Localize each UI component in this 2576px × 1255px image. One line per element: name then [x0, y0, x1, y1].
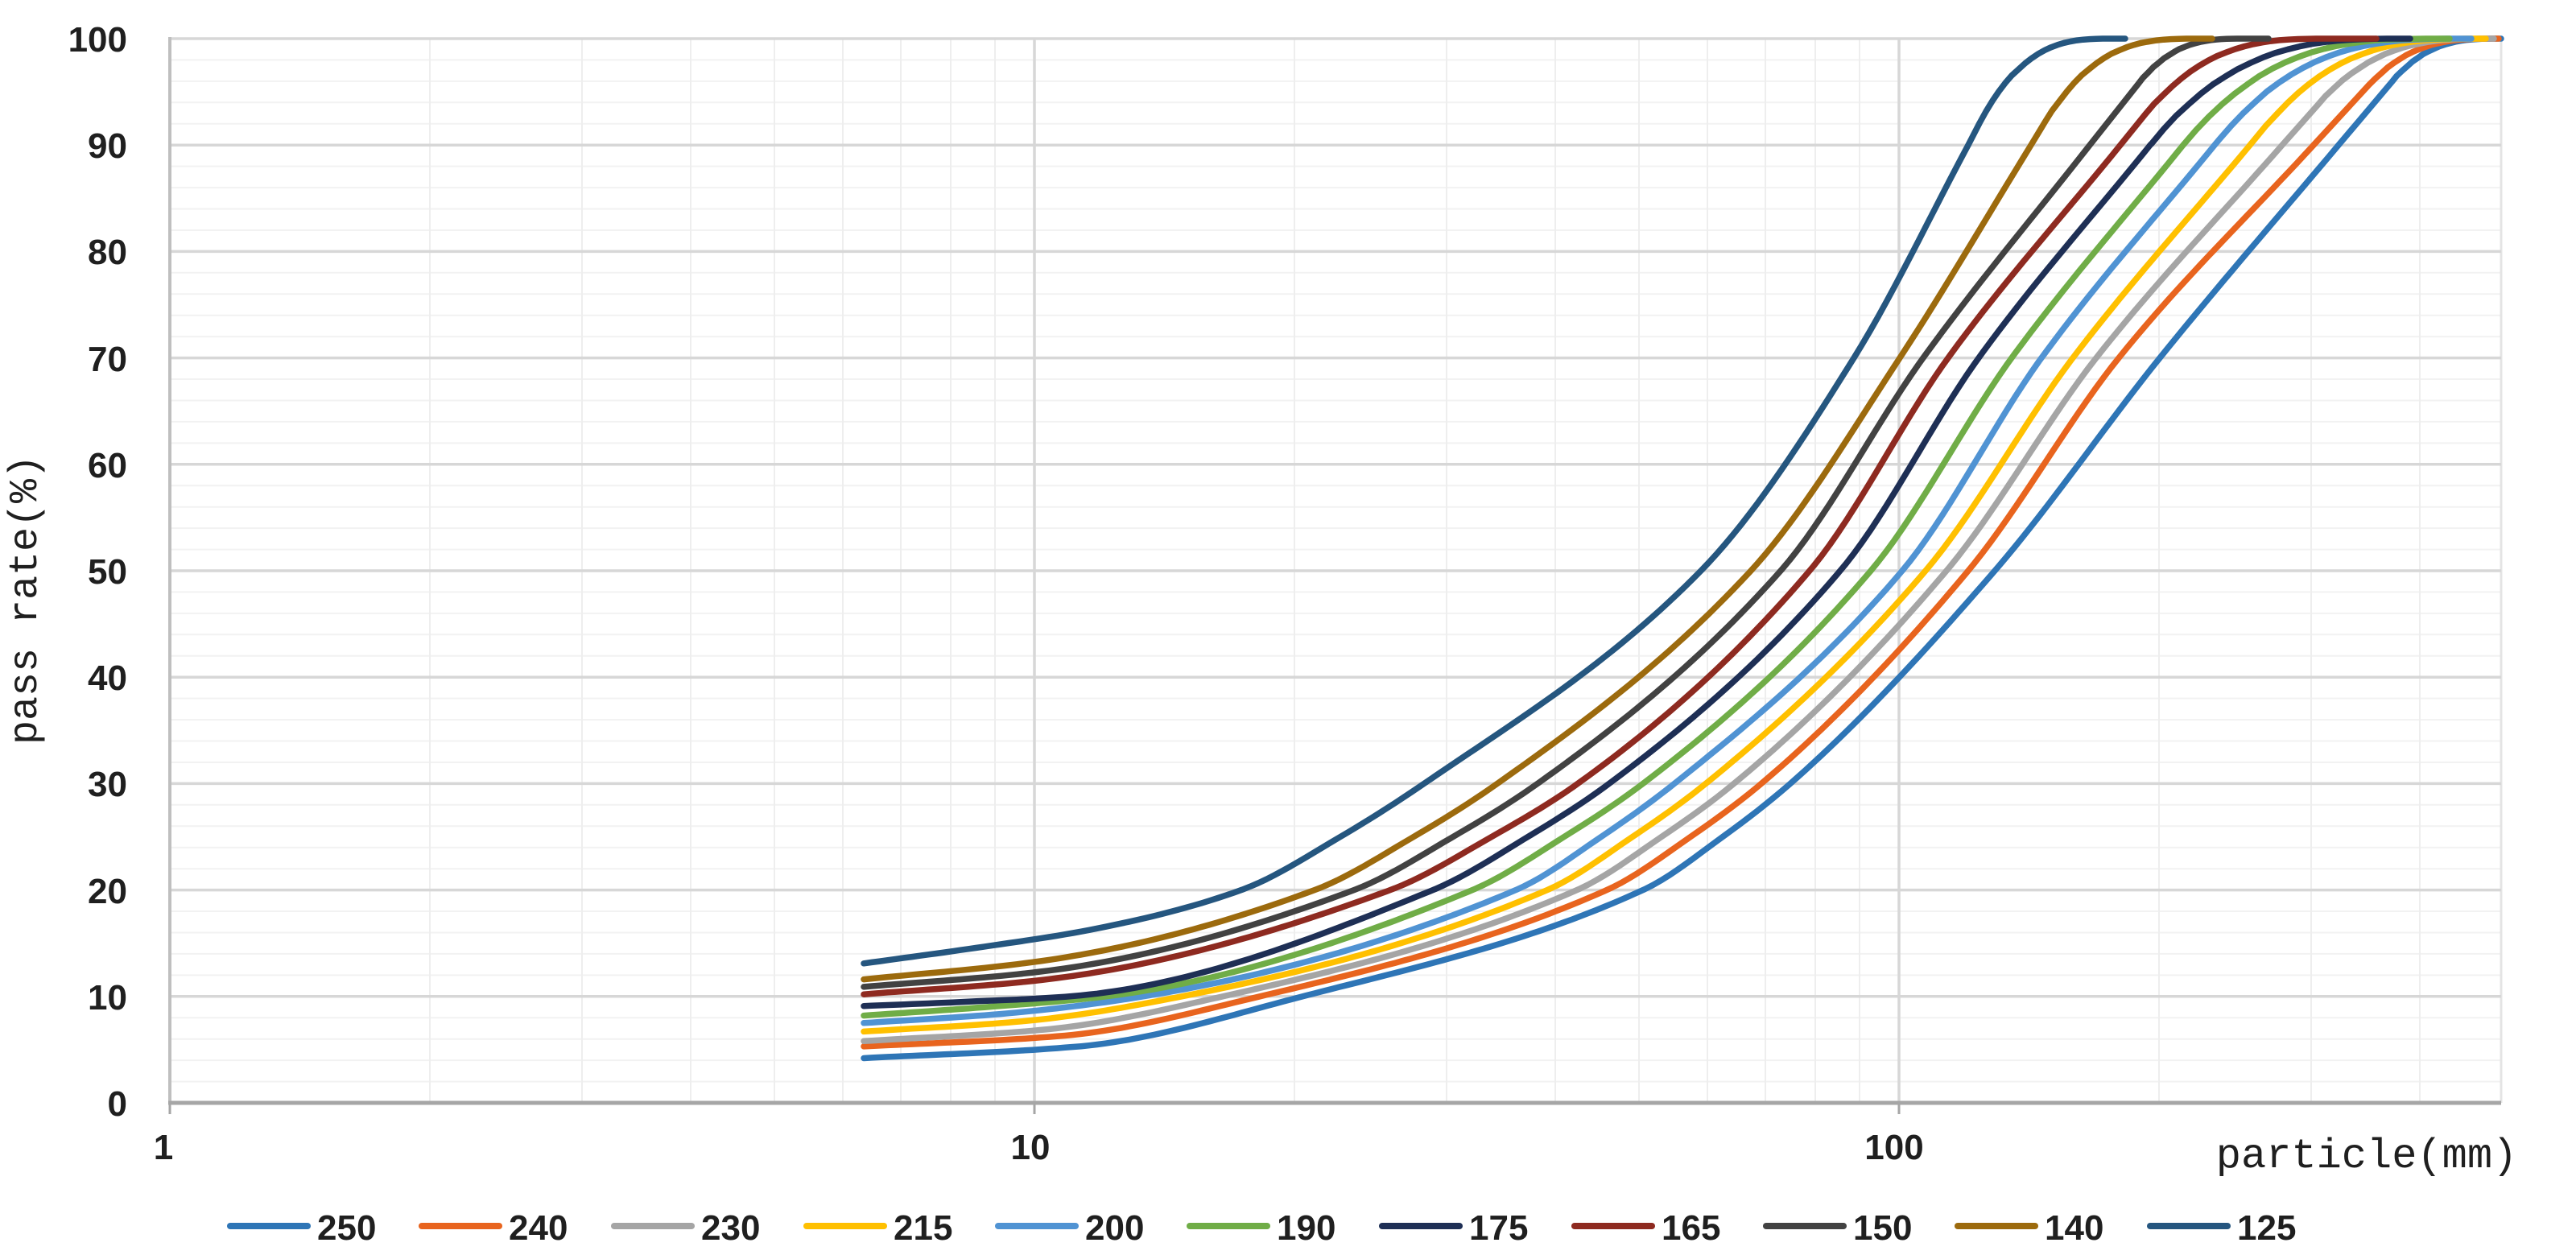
- svg-text:10: 10: [88, 978, 127, 1018]
- svg-text:150: 150: [1853, 1208, 1912, 1248]
- svg-text:20: 20: [88, 872, 127, 911]
- svg-text:80: 80: [88, 233, 127, 272]
- svg-text:230: 230: [701, 1208, 760, 1248]
- svg-text:165: 165: [1662, 1208, 1720, 1248]
- svg-text:100: 100: [1864, 1128, 1923, 1167]
- svg-text:particle(mm): particle(mm): [2216, 1133, 2517, 1180]
- svg-text:0: 0: [108, 1084, 127, 1124]
- svg-text:190: 190: [1277, 1208, 1335, 1248]
- svg-text:200: 200: [1085, 1208, 1144, 1248]
- svg-text:pass rate(%): pass rate(%): [3, 455, 49, 745]
- svg-text:90: 90: [88, 126, 127, 166]
- svg-text:60: 60: [88, 446, 127, 485]
- svg-text:100: 100: [68, 20, 127, 60]
- svg-text:250: 250: [317, 1208, 376, 1248]
- svg-text:30: 30: [88, 765, 127, 804]
- svg-text:240: 240: [509, 1208, 568, 1248]
- svg-text:125: 125: [2237, 1208, 2296, 1248]
- svg-text:1: 1: [154, 1128, 173, 1167]
- svg-text:50: 50: [88, 552, 127, 592]
- svg-text:70: 70: [88, 340, 127, 379]
- svg-text:40: 40: [88, 658, 127, 698]
- svg-text:215: 215: [894, 1208, 952, 1248]
- svg-text:140: 140: [2045, 1208, 2103, 1248]
- svg-text:10: 10: [1011, 1128, 1051, 1167]
- svg-text:175: 175: [1469, 1208, 1528, 1248]
